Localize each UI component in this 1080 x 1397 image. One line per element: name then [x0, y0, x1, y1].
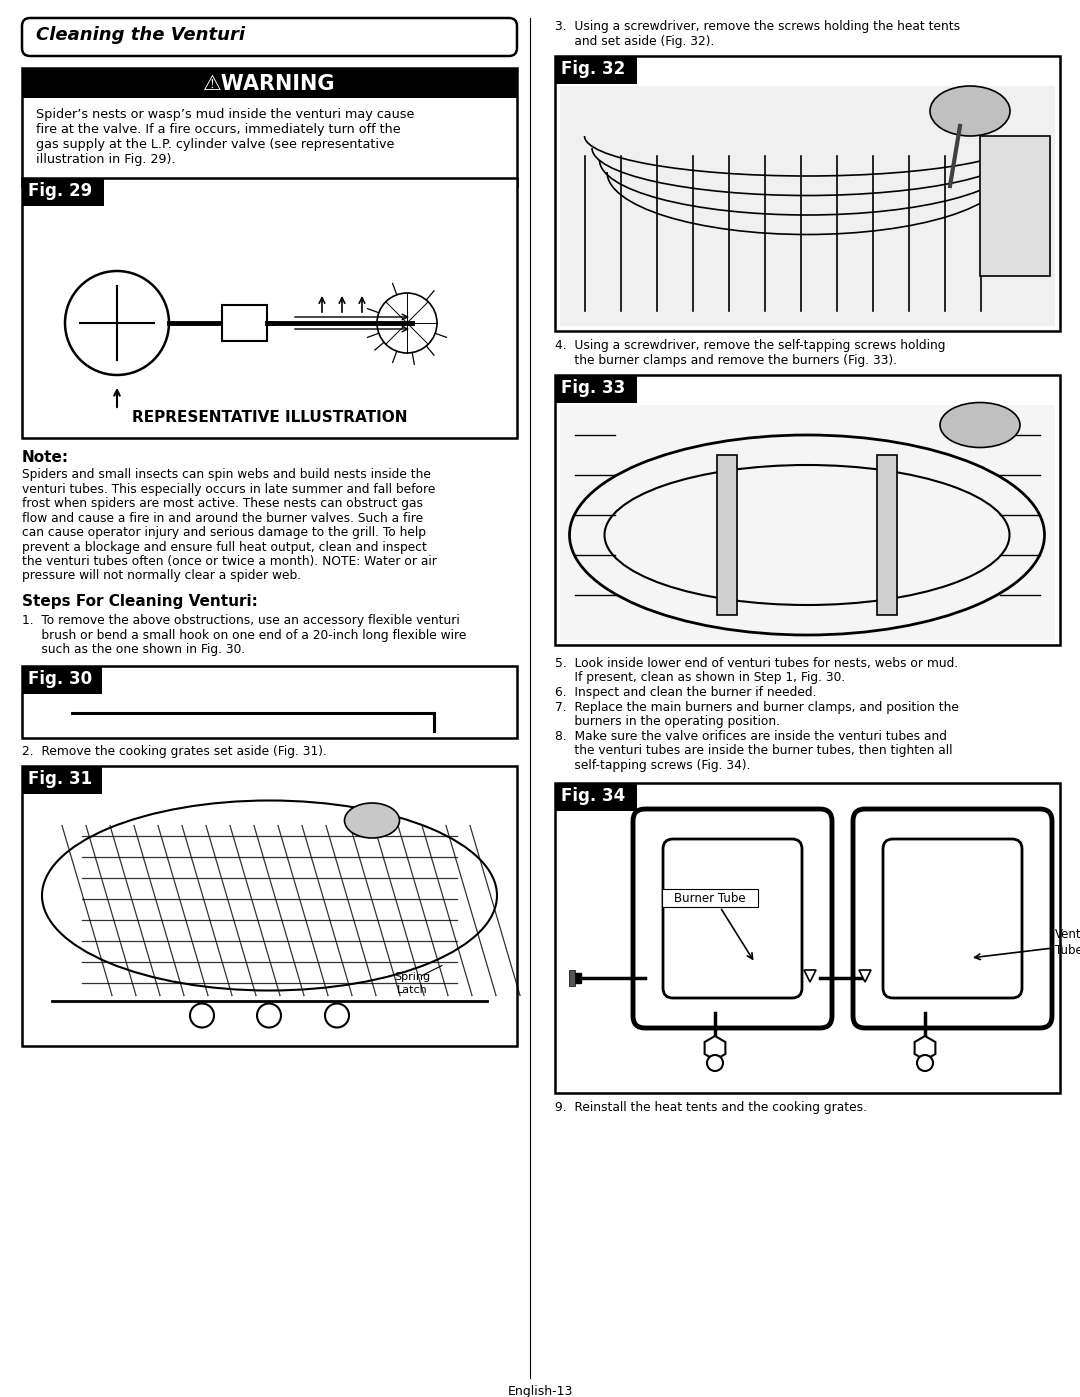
Text: Venturi
Tube: Venturi Tube: [1055, 929, 1080, 957]
FancyBboxPatch shape: [663, 840, 802, 997]
Text: venturi tubes. This especially occurs in late summer and fall before: venturi tubes. This especially occurs in…: [22, 482, 435, 496]
Bar: [22, 665, 517, 738]
Text: 1.  To remove the above obstructions, use an accessory flexible venturi: 1. To remove the above obstructions, use…: [22, 615, 460, 627]
FancyBboxPatch shape: [633, 809, 832, 1028]
Text: If present, clean as shown in Step 1, Fig. 30.: If present, clean as shown in Step 1, Fi…: [555, 672, 846, 685]
Bar: [555, 56, 1059, 331]
Bar: [573, 972, 581, 983]
Text: and set aside (Fig. 32).: and set aside (Fig. 32).: [555, 35, 714, 47]
Text: Burner Tube: Burner Tube: [674, 891, 746, 904]
Ellipse shape: [940, 402, 1020, 447]
Bar: [22, 766, 102, 793]
Text: Steps For Cleaning Venturi:: Steps For Cleaning Venturi:: [22, 594, 258, 609]
Bar: [222, 305, 267, 341]
Bar: [22, 68, 517, 98]
Text: Fig. 34: Fig. 34: [561, 787, 625, 805]
Text: gas supply at the L.P. cylinder valve (see representative: gas supply at the L.P. cylinder valve (s…: [36, 138, 394, 151]
Bar: [561, 405, 1055, 640]
Text: Cleaning the Venturi: Cleaning the Venturi: [36, 27, 245, 43]
Text: the burner clamps and remove the burners (Fig. 33).: the burner clamps and remove the burners…: [555, 353, 897, 367]
Text: prevent a blockage and ensure full heat output, clean and inspect: prevent a blockage and ensure full heat …: [22, 541, 427, 553]
Bar: [561, 87, 1055, 326]
Bar: [22, 665, 102, 693]
Ellipse shape: [930, 87, 1010, 136]
Text: self-tapping screws (Fig. 34).: self-tapping screws (Fig. 34).: [555, 759, 751, 771]
Text: fire at the valve. If a fire occurs, immediately turn off the: fire at the valve. If a fire occurs, imm…: [36, 123, 401, 136]
Bar: [569, 970, 575, 986]
Bar: [22, 68, 517, 186]
Text: the venturi tubes are inside the burner tubes, then tighten all: the venturi tubes are inside the burner …: [555, 745, 953, 757]
Text: Note:: Note:: [22, 450, 69, 465]
Text: flow and cause a fire in and around the burner valves. Such a fire: flow and cause a fire in and around the …: [22, 511, 423, 524]
Text: Fig. 31: Fig. 31: [28, 770, 92, 788]
FancyBboxPatch shape: [853, 809, 1052, 1028]
Text: 4.  Using a screwdriver, remove the self-tapping screws holding: 4. Using a screwdriver, remove the self-…: [555, 339, 945, 352]
Text: 7.  Replace the main burners and burner clamps, and position the: 7. Replace the main burners and burner c…: [555, 700, 959, 714]
Text: 8.  Make sure the valve orifices are inside the venturi tubes and: 8. Make sure the valve orifices are insi…: [555, 729, 947, 742]
Text: 6.  Inspect and clean the burner if needed.: 6. Inspect and clean the burner if neede…: [555, 686, 816, 698]
Bar: [555, 782, 637, 812]
Text: English-13: English-13: [508, 1384, 572, 1397]
Text: Fig. 30: Fig. 30: [28, 669, 92, 687]
Text: 5.  Look inside lower end of venturi tubes for nests, webs or mud.: 5. Look inside lower end of venturi tube…: [555, 657, 958, 671]
FancyBboxPatch shape: [22, 18, 517, 56]
Text: illustration in Fig. 29).: illustration in Fig. 29).: [36, 154, 175, 166]
Bar: [22, 177, 104, 205]
Text: burners in the operating position.: burners in the operating position.: [555, 715, 780, 728]
Circle shape: [190, 1003, 214, 1028]
Text: frost when spiders are most active. These nests can obstruct gas: frost when spiders are most active. Thes…: [22, 497, 423, 510]
Text: 2.  Remove the cooking grates set aside (Fig. 31).: 2. Remove the cooking grates set aside (…: [22, 746, 327, 759]
Text: 3.  Using a screwdriver, remove the screws holding the heat tents: 3. Using a screwdriver, remove the screw…: [555, 20, 960, 34]
Bar: [22, 177, 517, 439]
Text: REPRESENTATIVE ILLUSTRATION: REPRESENTATIVE ILLUSTRATION: [132, 409, 407, 425]
Bar: [877, 455, 897, 615]
Circle shape: [325, 1003, 349, 1028]
Text: can cause operator injury and serious damage to the grill. To help: can cause operator injury and serious da…: [22, 527, 426, 539]
Bar: [555, 374, 637, 402]
Text: Fig. 29: Fig. 29: [28, 182, 92, 200]
Bar: [555, 782, 1059, 1092]
Ellipse shape: [345, 803, 400, 838]
Bar: [717, 455, 737, 615]
Bar: [555, 374, 1059, 645]
Text: brush or bend a small hook on one end of a 20-inch long flexible wire: brush or bend a small hook on one end of…: [22, 629, 467, 641]
Text: Spiders and small insects can spin webs and build nests inside the: Spiders and small insects can spin webs …: [22, 468, 431, 481]
Text: 9.  Reinstall the heat tents and the cooking grates.: 9. Reinstall the heat tents and the cook…: [555, 1101, 867, 1113]
Circle shape: [257, 1003, 281, 1028]
Text: Spring
Latch: Spring Latch: [394, 972, 430, 995]
Circle shape: [917, 1055, 933, 1071]
Bar: [22, 766, 517, 1045]
Text: pressure will not normally clear a spider web.: pressure will not normally clear a spide…: [22, 570, 301, 583]
Text: such as the one shown in Fig. 30.: such as the one shown in Fig. 30.: [22, 643, 245, 657]
Bar: [980, 136, 1050, 277]
Bar: [662, 888, 758, 907]
Polygon shape: [804, 970, 816, 982]
Text: Fig. 32: Fig. 32: [561, 60, 625, 78]
Bar: [555, 56, 637, 84]
Polygon shape: [859, 970, 870, 982]
FancyBboxPatch shape: [883, 840, 1022, 997]
Text: Fig. 33: Fig. 33: [561, 379, 625, 397]
Text: Spider’s nests or wasp’s mud inside the venturi may cause: Spider’s nests or wasp’s mud inside the …: [36, 108, 415, 122]
Text: ⚠WARNING: ⚠WARNING: [203, 74, 336, 94]
Text: the venturi tubes often (once or twice a month). NOTE: Water or air: the venturi tubes often (once or twice a…: [22, 555, 437, 569]
Circle shape: [707, 1055, 723, 1071]
